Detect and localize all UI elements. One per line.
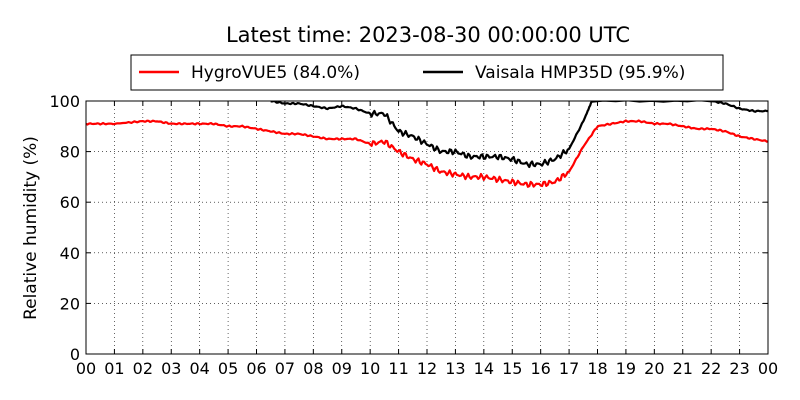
y-tick-label: 40 [60, 244, 80, 263]
x-tick-label: 19 [616, 359, 636, 378]
legend-label-1: HygroVUE5 (84.0%) [191, 63, 360, 83]
x-tick-label: 11 [388, 359, 408, 378]
y-tick-label: 60 [60, 193, 80, 212]
x-tick-label: 06 [246, 359, 266, 378]
y-tick-label: 20 [60, 294, 80, 313]
y-tick-label: 80 [60, 143, 80, 162]
x-tick-label: 02 [133, 359, 153, 378]
x-tick-label: 09 [332, 359, 352, 378]
legend-label-2: Vaisala HMP35D (95.9%) [475, 63, 685, 83]
y-axis-label: Relative humidity (%) [21, 136, 41, 320]
x-tick-label: 14 [474, 359, 494, 378]
x-tick-label: 17 [559, 359, 579, 378]
ticks [85, 100, 769, 355]
x-tick-label: 22 [701, 359, 721, 378]
x-tick-label: 03 [161, 359, 181, 378]
x-tick-label: 20 [644, 359, 664, 378]
x-tick-label: 15 [502, 359, 522, 378]
grid [86, 101, 768, 354]
x-tick-label: 12 [417, 359, 437, 378]
x-tick-label: 04 [189, 359, 209, 378]
y-tick-label: 0 [70, 345, 80, 364]
x-tick-label: 01 [104, 359, 124, 378]
series-layer [86, 101, 768, 188]
x-tick-label: 05 [218, 359, 238, 378]
chart-title: Latest time: 2023-08-30 00:00:00 UTC [226, 23, 630, 47]
legend: HygroVUE5 (84.0%) Vaisala HMP35D (95.9%) [130, 54, 724, 91]
y-tick-label: 100 [49, 92, 80, 111]
series-line-1 [86, 119, 768, 188]
x-tick-label: 13 [445, 359, 465, 378]
x-tick-label: 21 [673, 359, 693, 378]
x-tick-label: 00 [76, 359, 96, 378]
x-tick-label: 18 [587, 359, 607, 378]
x-tick-label: 23 [729, 359, 749, 378]
x-tick-label: 10 [360, 359, 380, 378]
x-tick-label: 07 [275, 359, 295, 378]
x-tick-label: 08 [303, 359, 323, 378]
tick-labels: 00 01 02 03 04 05 06 07 08 09 10 11 12 13 14 15 16 17 18 19… [49, 92, 778, 378]
x-tick-label: 00 [758, 359, 778, 378]
x-tick-label: 16 [530, 359, 550, 378]
series-line-2 [270, 101, 768, 169]
